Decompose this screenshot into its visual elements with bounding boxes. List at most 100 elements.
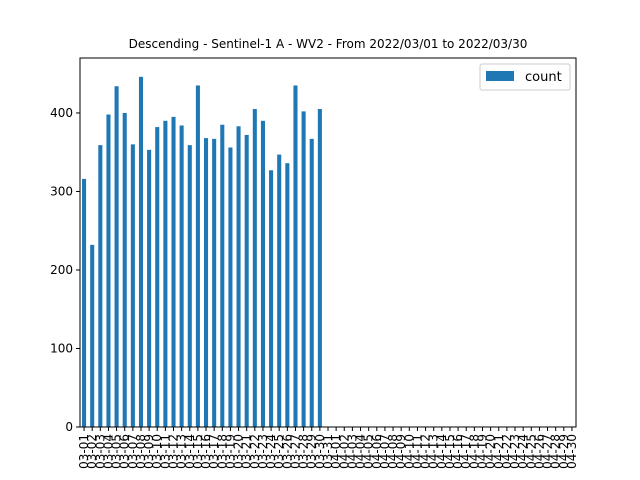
x-tick-label-04-19: 04-19 xyxy=(475,434,489,469)
x-tick-label-03-08: 03-08 xyxy=(134,434,148,469)
y-tick-label-300: 300 xyxy=(50,184,73,198)
x-tick-label-03-31: 03-31 xyxy=(321,434,335,469)
x-tick-label-04-16: 04-16 xyxy=(451,434,465,469)
x-tick-label-04-13: 04-13 xyxy=(427,434,441,469)
x-tick-label-03-28: 03-28 xyxy=(297,434,311,469)
bar-03-23 xyxy=(260,120,265,428)
bar-03-07 xyxy=(130,144,135,428)
bar-03-02 xyxy=(90,244,95,427)
x-tick-label-03-17: 03-17 xyxy=(207,434,221,469)
x-tick-label-03-11: 03-11 xyxy=(158,434,172,469)
x-tick-label-04-25: 04-25 xyxy=(524,434,538,469)
x-tick-label-03-05: 03-05 xyxy=(110,434,124,469)
x-tick-label-03-23: 03-23 xyxy=(256,434,270,469)
bar-03-09 xyxy=(147,149,152,427)
x-tick-label-03-15: 03-15 xyxy=(191,434,205,469)
x-tick-label-04-03: 04-03 xyxy=(345,434,359,469)
y-tick-label-100: 100 xyxy=(50,341,73,355)
bar-03-19 xyxy=(228,147,233,427)
bar-03-14 xyxy=(187,145,192,428)
chart-title: Descending - Sentinel-1 A - WV2 - From 2… xyxy=(129,37,528,51)
bars-group xyxy=(82,76,322,428)
legend-label: count xyxy=(525,70,562,85)
x-tick-label-04-15: 04-15 xyxy=(443,434,457,469)
x-tick-label-03-19: 03-19 xyxy=(223,434,237,469)
bar-03-30 xyxy=(317,109,322,427)
x-tick-label-04-04: 04-04 xyxy=(354,434,368,469)
x-tick-label-03-18: 03-18 xyxy=(215,434,229,469)
x-tick-label-03-04: 03-04 xyxy=(101,434,115,469)
bar-03-28 xyxy=(301,111,306,427)
legend-box xyxy=(479,63,571,91)
bar-03-06 xyxy=(122,112,127,427)
bar-03-29 xyxy=(309,138,314,427)
x-tick-label-03-20: 03-20 xyxy=(232,434,246,469)
bar-03-17 xyxy=(212,138,217,427)
x-tick-label-03-27: 03-27 xyxy=(288,434,302,469)
x-tick-label-03-25: 03-25 xyxy=(272,434,286,469)
x-tick-label-04-01: 04-01 xyxy=(329,434,343,469)
x-tick-label-03-26: 03-26 xyxy=(280,434,294,469)
bar-03-12 xyxy=(171,116,176,427)
bar-03-26 xyxy=(285,163,290,427)
bar-03-15 xyxy=(195,85,200,427)
x-tick-label-04-28: 04-28 xyxy=(549,434,563,469)
x-tick-label-03-24: 03-24 xyxy=(264,434,278,469)
bar-03-13 xyxy=(179,125,184,427)
x-tick-label-04-29: 04-29 xyxy=(557,434,571,469)
bar-03-25 xyxy=(277,154,282,427)
x-tick-label-04-26: 04-26 xyxy=(532,434,546,469)
x-tick-label-04-07: 04-07 xyxy=(378,434,392,469)
x-tick-label-04-02: 04-02 xyxy=(337,434,351,469)
x-tick-label-03-16: 03-16 xyxy=(199,434,213,469)
x-tick-label-03-07: 03-07 xyxy=(126,434,140,469)
x-tick-label-03-14: 03-14 xyxy=(183,434,197,469)
x-tick-label-04-08: 04-08 xyxy=(386,434,400,469)
bar-03-18 xyxy=(220,124,225,427)
x-tick-label-04-14: 04-14 xyxy=(435,434,449,469)
bar-03-22 xyxy=(252,109,257,427)
bar-03-10 xyxy=(155,127,160,428)
y-tick-label-400: 400 xyxy=(50,106,73,120)
legend: count xyxy=(479,63,571,91)
x-tick-label-04-12: 04-12 xyxy=(419,434,433,469)
x-tick-label-03-30: 03-30 xyxy=(313,434,327,469)
x-tick-label-03-10: 03-10 xyxy=(150,434,164,469)
x-tick-label-04-18: 04-18 xyxy=(467,434,481,469)
x-tick-label-03-01: 03-01 xyxy=(77,434,91,469)
x-tick-label-04-20: 04-20 xyxy=(484,434,498,469)
x-tick-label-04-21: 04-21 xyxy=(492,434,506,469)
x-tick-label-04-27: 04-27 xyxy=(541,434,555,469)
bar-03-03 xyxy=(98,145,103,428)
bar-03-27 xyxy=(293,85,298,427)
x-tick-label-03-21: 03-21 xyxy=(240,434,254,469)
bar-03-20 xyxy=(236,126,241,427)
legend-swatch xyxy=(486,71,514,81)
x-tick-label-04-30: 04-30 xyxy=(565,434,579,469)
x-axis: 03-0103-0203-0303-0403-0503-0603-0703-08… xyxy=(77,427,579,469)
plot-frame xyxy=(79,57,577,428)
x-tick-label-03-22: 03-22 xyxy=(248,434,262,469)
bar-03-21 xyxy=(244,134,249,427)
x-tick-label-04-22: 04-22 xyxy=(500,434,514,469)
y-tick-label-200: 200 xyxy=(50,263,73,277)
x-tick-label-03-06: 03-06 xyxy=(118,434,132,469)
x-tick-label-03-02: 03-02 xyxy=(85,434,99,469)
x-tick-label-04-24: 04-24 xyxy=(516,434,530,469)
x-tick-label-03-03: 03-03 xyxy=(93,434,107,469)
bar-03-16 xyxy=(204,138,209,427)
x-tick-label-04-06: 04-06 xyxy=(370,434,384,469)
y-axis: 0 100 200 300 400 xyxy=(50,106,80,434)
bar-03-04 xyxy=(106,114,111,428)
bar-03-24 xyxy=(269,170,274,428)
x-tick-label-04-10: 04-10 xyxy=(402,434,416,469)
x-tick-label-04-11: 04-11 xyxy=(410,434,424,469)
bar-03-05 xyxy=(114,86,119,428)
x-tick-label-03-29: 03-29 xyxy=(305,434,319,469)
bar-03-11 xyxy=(163,120,168,428)
x-tick-label-03-09: 03-09 xyxy=(142,434,156,469)
x-tick-label-04-05: 04-05 xyxy=(362,434,376,469)
x-tick-label-03-13: 03-13 xyxy=(175,434,189,469)
bar-03-08 xyxy=(138,76,144,427)
